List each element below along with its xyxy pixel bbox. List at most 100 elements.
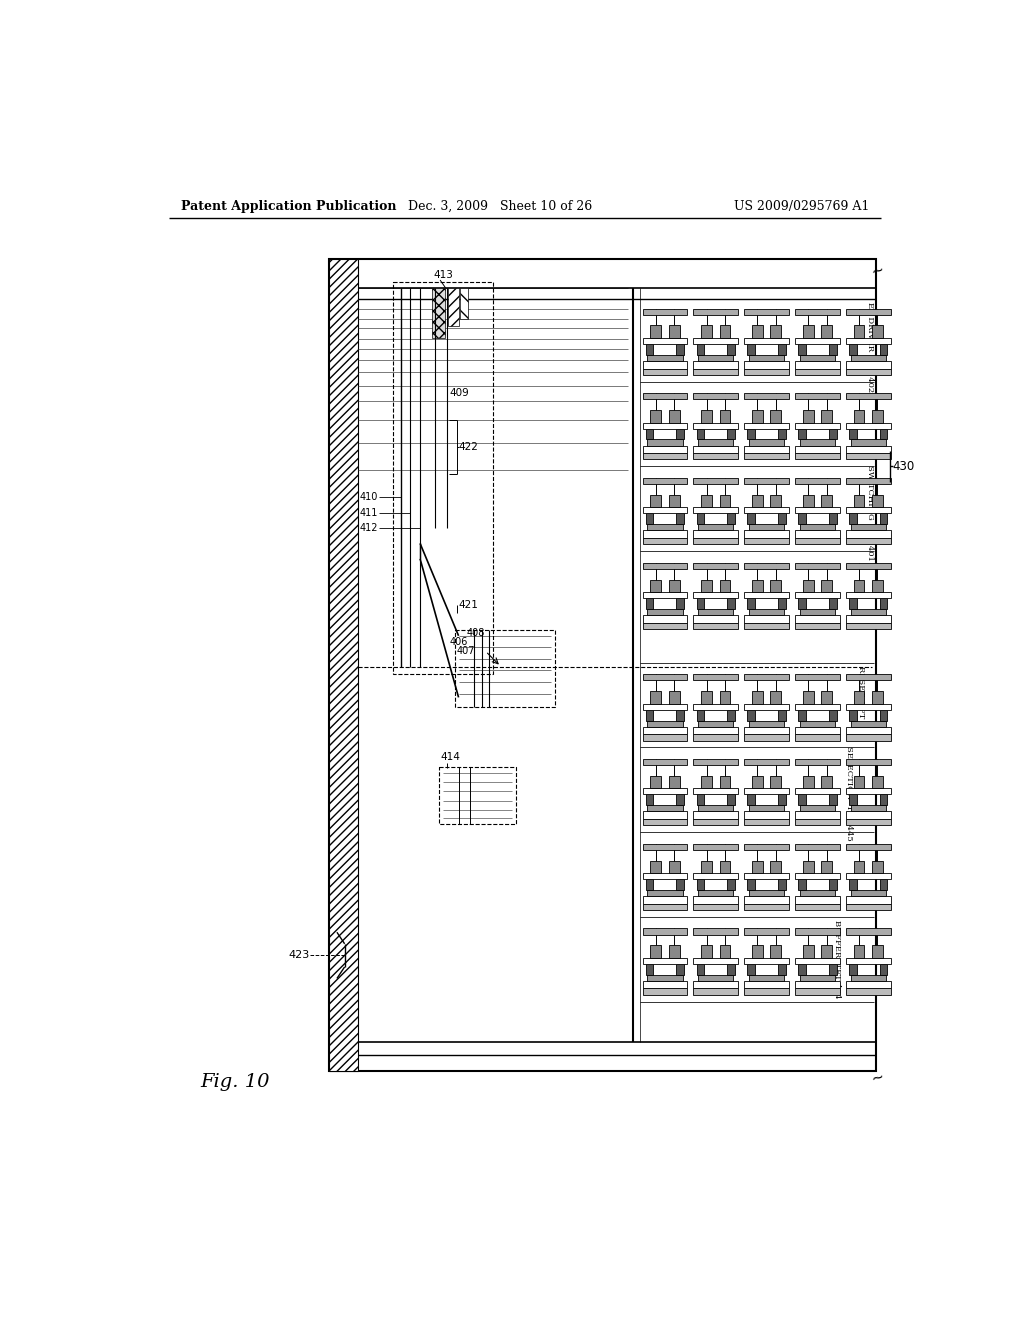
Bar xyxy=(744,788,788,795)
Bar xyxy=(693,896,738,904)
Bar xyxy=(720,579,730,591)
Bar xyxy=(846,393,891,400)
Bar xyxy=(829,795,837,805)
Bar xyxy=(693,478,738,484)
Bar xyxy=(646,795,653,805)
Bar xyxy=(744,478,788,484)
Bar xyxy=(872,776,883,788)
Bar xyxy=(803,579,813,591)
Bar xyxy=(880,513,888,524)
Text: ~: ~ xyxy=(869,1068,886,1086)
Bar xyxy=(795,623,840,628)
Bar xyxy=(698,609,733,615)
Bar xyxy=(643,726,687,734)
Bar xyxy=(693,734,738,741)
Bar xyxy=(880,429,888,440)
Bar xyxy=(795,446,840,453)
Bar xyxy=(849,795,857,805)
Bar xyxy=(880,879,888,890)
Bar xyxy=(643,904,687,909)
Bar xyxy=(849,598,857,609)
Bar xyxy=(880,345,888,355)
Bar xyxy=(646,513,653,524)
Bar xyxy=(795,539,840,544)
Bar xyxy=(846,928,891,935)
Bar xyxy=(795,759,840,766)
Bar xyxy=(643,843,687,850)
Bar xyxy=(872,579,883,591)
Bar xyxy=(693,309,738,314)
Bar xyxy=(803,495,813,507)
Bar xyxy=(647,609,683,615)
Bar xyxy=(821,495,833,507)
Bar xyxy=(744,818,788,825)
Bar xyxy=(849,710,857,721)
Bar xyxy=(650,776,662,788)
Bar xyxy=(749,974,784,981)
Bar xyxy=(829,513,837,524)
Bar xyxy=(803,776,813,788)
Bar xyxy=(795,615,840,623)
Text: 410: 410 xyxy=(359,492,378,502)
Bar xyxy=(646,345,653,355)
Bar xyxy=(669,945,680,958)
Bar xyxy=(744,896,788,904)
Bar xyxy=(744,623,788,628)
Bar xyxy=(821,776,833,788)
Bar xyxy=(643,981,687,989)
Bar xyxy=(800,440,836,446)
Bar xyxy=(800,355,836,360)
Bar xyxy=(795,896,840,904)
Bar xyxy=(795,675,840,681)
Bar xyxy=(846,422,891,429)
Bar xyxy=(693,539,738,544)
Text: 406: 406 xyxy=(450,638,468,647)
Bar xyxy=(744,734,788,741)
Bar xyxy=(798,513,806,524)
Bar xyxy=(795,928,840,935)
Bar xyxy=(854,326,864,338)
Bar xyxy=(803,326,813,338)
Bar xyxy=(829,345,837,355)
Bar xyxy=(846,591,891,598)
Bar xyxy=(701,861,712,873)
Bar xyxy=(693,591,738,598)
Bar xyxy=(727,598,735,609)
Bar xyxy=(643,675,687,681)
Bar xyxy=(846,453,891,459)
Bar xyxy=(693,958,738,964)
Text: 413: 413 xyxy=(433,271,453,280)
Bar xyxy=(646,429,653,440)
Bar xyxy=(647,974,683,981)
Bar xyxy=(727,710,735,721)
Bar xyxy=(744,759,788,766)
Bar xyxy=(846,904,891,909)
Bar xyxy=(795,818,840,825)
Bar xyxy=(744,615,788,623)
Bar xyxy=(744,958,788,964)
Bar xyxy=(846,562,891,569)
Bar xyxy=(770,579,781,591)
Bar xyxy=(647,524,683,531)
Text: 430: 430 xyxy=(893,459,915,473)
Bar xyxy=(795,507,840,513)
Bar xyxy=(643,368,687,375)
Bar xyxy=(693,623,738,628)
Bar xyxy=(778,879,785,890)
Bar xyxy=(693,368,738,375)
Bar xyxy=(854,692,864,704)
Bar xyxy=(800,721,836,726)
Bar xyxy=(455,631,555,708)
Bar xyxy=(798,429,806,440)
Bar xyxy=(880,795,888,805)
Bar xyxy=(846,896,891,904)
Bar xyxy=(643,896,687,904)
Bar xyxy=(650,579,662,591)
Bar xyxy=(748,513,755,524)
Bar xyxy=(795,812,840,818)
Bar xyxy=(643,453,687,459)
Bar xyxy=(846,507,891,513)
Bar xyxy=(727,429,735,440)
Bar xyxy=(795,478,840,484)
Bar xyxy=(693,507,738,513)
